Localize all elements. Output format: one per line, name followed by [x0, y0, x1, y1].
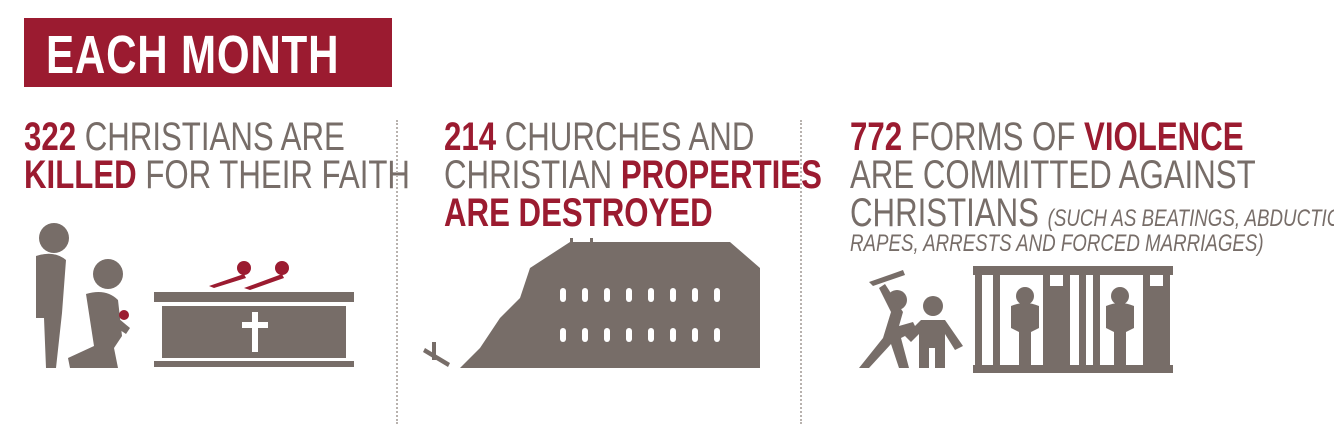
stat-emphasis: KILLED — [24, 153, 137, 197]
stat-text: FOR THEIR FAITH — [136, 153, 410, 197]
each-month-banner: EACH MONTH — [24, 18, 392, 87]
stat-text: CHURCHES AND — [496, 115, 755, 159]
destroyed-church-icon — [423, 238, 760, 368]
stat-text: FORMS OF — [902, 115, 1085, 159]
stat-number: 772 — [850, 115, 903, 159]
stat-emphasis: VIOLENCE — [1084, 115, 1244, 159]
column-divider — [800, 120, 802, 424]
stat-emphasis: ARE DESTROYED — [444, 191, 713, 235]
stat-text: CHRISTIANS ARE — [76, 115, 345, 159]
beating-icon — [859, 270, 963, 368]
stat-text: CHRISTIAN — [444, 153, 621, 197]
mourners-coffin-icon — [36, 223, 354, 368]
stat-violence-heading: 772 FORMS OF VIOLENCE ARE COMMITTED AGAI… — [850, 115, 1334, 257]
column-divider — [396, 120, 398, 424]
stat-text: ARE COMMITTED AGAINST — [850, 153, 1256, 197]
stat-text: CHRISTIANS — [850, 191, 1048, 235]
stat-number: 214 — [444, 115, 497, 159]
prison-bars-icon — [973, 266, 1173, 373]
stat-note: RAPES, ARRESTS AND FORCED MARRIAGES) — [850, 230, 1264, 257]
stat-number: 322 — [24, 115, 77, 159]
stat-note: (SUCH AS BEATINGS, ABDUCTIONS, — [1047, 205, 1334, 232]
stat-killed-heading: 322 CHRISTIANS ARE KILLED FOR THEIR FAIT… — [24, 115, 410, 197]
banner-title: EACH MONTH — [46, 25, 340, 85]
stat-emphasis: PROPERTIES — [620, 153, 822, 197]
stat-destroyed-heading: 214 CHURCHES AND CHRISTIAN PROPERTIES AR… — [444, 115, 822, 235]
